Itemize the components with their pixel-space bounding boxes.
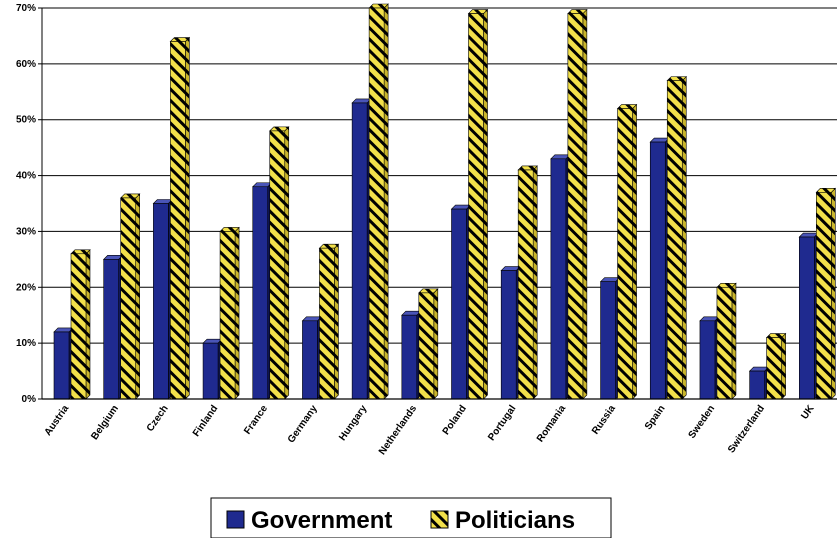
x-tick-label: France: [242, 403, 270, 437]
y-tick-label: 60%: [16, 59, 36, 70]
bar-government-belgium: [102, 254, 124, 400]
legend: Government Politicians: [210, 497, 612, 538]
x-tick-label: Poland: [441, 403, 469, 437]
y-tick-label: 10%: [16, 338, 36, 349]
x-tick-label: Russia: [590, 403, 618, 437]
x-tick-label: Spain: [643, 403, 668, 432]
legend-swatch-politicians: [430, 510, 449, 529]
bar-government-france: [252, 182, 273, 400]
bar-politicians-portugal: [517, 165, 538, 400]
bar-government-germany: [301, 316, 323, 400]
bar-politicians-czech: [169, 36, 191, 400]
bar-politicians-finland: [219, 226, 240, 400]
bar-politicians-romania: [567, 8, 588, 400]
x-tick-label: UK: [799, 403, 817, 422]
bar-government-finland: [202, 338, 223, 400]
bar-politicians-russia: [616, 103, 638, 400]
x-tick-label: Belgium: [89, 403, 121, 442]
bar-politicians-hungary: [368, 3, 389, 400]
bar-politicians-uk: [815, 187, 837, 400]
bar-government-romania: [550, 154, 571, 400]
x-tick-label: Sweden: [687, 403, 718, 440]
x-tick-label: Czech: [145, 403, 171, 433]
bars: [53, 3, 837, 400]
bar-politicians-netherlands: [418, 288, 439, 400]
x-tick-label: Switzerland: [726, 403, 767, 455]
x-tick-label: Hungary: [337, 403, 370, 443]
bar-government-netherlands: [401, 310, 422, 400]
bar-politicians-austria: [70, 249, 91, 400]
bar-politicians-switzerland: [765, 332, 787, 400]
x-tick-label: Austria: [43, 403, 72, 438]
bar-government-sweden: [699, 316, 720, 400]
x-tick-label: Netherlands: [377, 403, 419, 457]
legend-label-politicians: Politicians: [455, 507, 575, 534]
y-tick-label: 0%: [22, 394, 37, 405]
y-axis: 0% 10% 20% 30% 40% 50% 60% 70%: [16, 3, 43, 405]
bar-government-austria: [53, 327, 74, 400]
x-tick-label: Finland: [191, 403, 220, 438]
bar-politicians-belgium: [119, 193, 141, 400]
bar-government-switzerland: [748, 366, 770, 400]
y-tick-label: 50%: [16, 115, 36, 126]
bar-government-portugal: [500, 265, 521, 400]
bar-government-poland: [450, 204, 472, 400]
bar-politicians-poland: [467, 8, 489, 400]
y-tick-label: 20%: [16, 282, 36, 293]
bar-politicians-germany: [318, 243, 340, 400]
bar-politicians-france: [269, 126, 290, 400]
bar-government-uk: [798, 232, 820, 400]
bar-government-russia: [599, 276, 621, 400]
bar-politicians-spain: [666, 75, 687, 400]
y-tick-label: 70%: [16, 3, 36, 14]
bar-government-czech: [152, 198, 174, 400]
bar-government-spain: [649, 137, 670, 400]
legend-swatch-government: [226, 510, 245, 529]
x-tick-label: Portugal: [486, 403, 518, 443]
x-tick-label: Germany: [286, 403, 320, 445]
y-tick-label: 40%: [16, 171, 36, 182]
x-axis: Austria Belgium Czech Finland France Germany H…: [42, 398, 837, 457]
legend-label-government: Government: [251, 507, 392, 534]
y-tick-label: 30%: [16, 226, 36, 237]
bar-politicians-sweden: [716, 282, 737, 400]
x-tick-label: Romania: [535, 403, 568, 444]
bar-government-hungary: [351, 98, 372, 400]
